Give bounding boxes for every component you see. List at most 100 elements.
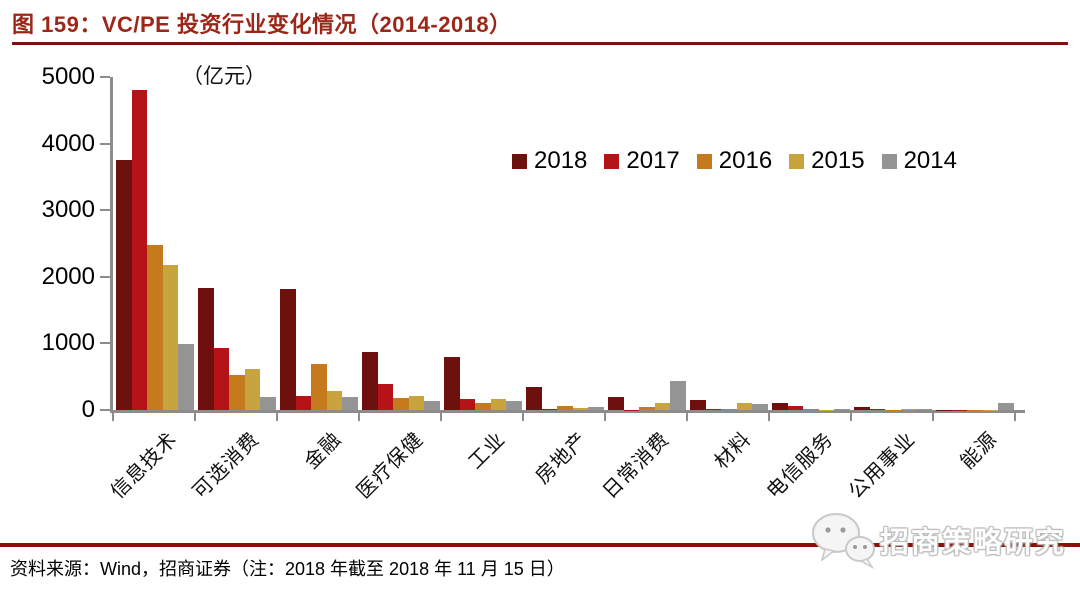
x-axis-label-电信服务: 电信服务 [762,428,838,504]
x-axis-label-能源: 能源 [956,428,1002,474]
legend-swatch-2016 [696,153,712,169]
bar-2017-房地产 [541,409,557,410]
x-tick [358,413,360,421]
bar-group-材料 [687,77,769,410]
y-tick [100,275,110,278]
bar-2015-工业 [490,398,506,410]
legend-label-2015: 2015 [811,147,865,174]
bar-2018-日常消费 [608,397,624,410]
x-tick [850,413,852,421]
bar-2014-可选消费 [260,396,276,410]
legend-swatch-2015 [789,153,805,169]
legend-item-2016: 2016 [696,147,773,175]
x-tick [768,413,770,421]
bar-2018-电信服务 [772,403,788,410]
x-tick [440,413,442,421]
bar-2016-电信服务 [803,409,819,410]
bar-group-日常消费 [605,77,687,410]
x-axis-label-材料: 材料 [710,428,756,474]
bar-2017-电信服务 [787,406,803,410]
bar-2017-可选消费 [213,348,229,410]
x-axis-label-金融: 金融 [300,428,346,474]
bar-2018-信息技术 [116,160,132,410]
bar-2017-医疗保健 [377,384,393,410]
bar-2015-医疗保健 [408,396,424,410]
bar-2016-医疗保健 [393,398,409,410]
x-tick [112,413,114,421]
x-tick [604,413,606,421]
legend-swatch-2017 [604,153,620,169]
bar-group-金融 [277,77,359,410]
legend-label-2018: 2018 [534,147,588,174]
bar-2016-可选消费 [229,375,245,410]
x-axis-label-可选消费: 可选消费 [188,428,264,504]
bar-2018-医疗保健 [362,352,378,410]
bar-2016-工业 [475,402,491,410]
x-tick [686,413,688,421]
y-tick-label: 3000 [41,196,95,224]
x-tick [932,413,934,421]
bar-group-房地产 [523,77,605,410]
bar-2014-能源 [998,403,1014,410]
bar-2016-材料 [721,409,737,410]
bar-2014-医疗保健 [424,401,440,410]
bar-2018-公用事业 [854,407,870,410]
bar-2014-公用事业 [916,409,932,410]
wechat-logo-icon [811,513,875,569]
bar-2016-信息技术 [147,244,163,410]
bar-group-工业 [441,77,523,410]
bar-2016-房地产 [557,406,573,410]
x-axis-label-房地产: 房地产 [531,428,592,489]
x-tick [276,413,278,421]
legend-item-2017: 2017 [604,147,680,175]
bar-2017-材料 [705,408,721,410]
figure-title: 图 159：VC/PE 投资行业变化情况（2014-2018） [12,12,512,37]
legend-label-2014: 2014 [903,147,957,174]
bar-2017-信息技术 [131,90,147,410]
bar-group-能源 [933,77,1015,410]
legend-label-2016: 2016 [718,147,773,174]
x-axis-label-日常消费: 日常消费 [598,428,674,504]
chart-legend: 2018 2017 2016 2015 2014 [512,147,957,175]
x-axis-label-工业: 工业 [464,428,510,474]
y-tick [100,342,110,345]
bar-2016-金融 [311,364,327,410]
x-axis-label-公用事业: 公用事业 [844,428,920,504]
bar-group-电信服务 [769,77,851,410]
bar-2015-日常消费 [654,403,670,410]
bar-2017-公用事业 [869,409,885,410]
legend-item-2015: 2015 [789,147,865,175]
x-tick [1014,413,1016,421]
y-tick [100,409,110,411]
watermark: 招商策略研究 [810,511,1066,569]
source-note: 资料来源：Wind，招商证券（注：2018 年截至 2018 年 11 月 15… [10,559,565,579]
bar-2015-材料 [736,403,752,410]
bar-2018-房地产 [526,387,542,410]
bar-2014-房地产 [588,406,604,410]
x-axis-label-信息技术: 信息技术 [106,428,182,504]
y-axis-unit-label: （亿元） [182,65,266,88]
y-tick-label: 1000 [41,329,95,357]
plot-area: 0 1000 2000 3000 4000 5000 [42,63,1025,423]
y-tick [100,142,110,145]
bar-2015-公用事业 [900,409,916,410]
bar-group-公用事业 [851,77,933,410]
bar-2015-信息技术 [162,265,178,410]
bar-2018-可选消费 [198,288,214,410]
bar-2014-金融 [342,397,358,410]
bar-2015-房地产 [572,408,588,410]
bar-group-可选消费 [195,77,277,410]
y-tick [100,76,110,78]
legend-item-2014: 2014 [881,147,957,175]
legend-label-2017: 2017 [626,147,680,174]
bar-2017-工业 [459,398,475,410]
bottom-rule [0,543,1080,547]
bar-2014-材料 [752,404,768,410]
bar-2018-金融 [280,288,296,410]
bar-2014-信息技术 [178,344,194,410]
y-tick-label: 4000 [41,129,95,157]
x-axis-label-医疗保健: 医疗保健 [352,428,428,504]
legend-swatch-2014 [881,153,897,169]
y-tick-label: 2000 [41,262,95,290]
